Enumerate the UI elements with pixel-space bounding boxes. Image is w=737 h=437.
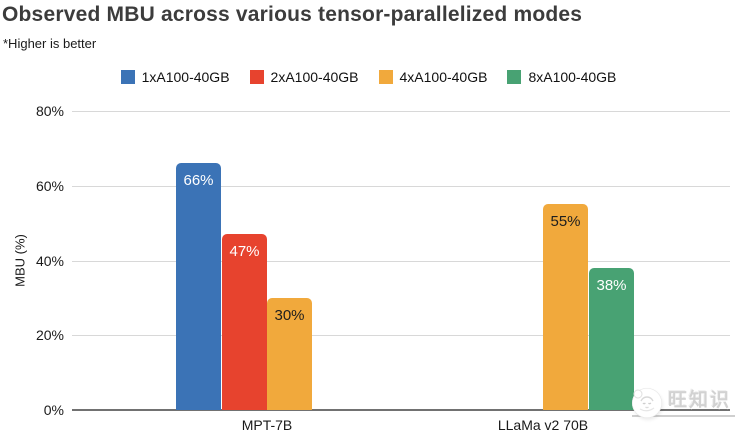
x-category-label: MPT-7B <box>241 417 293 433</box>
bar-1xA100-40GB-MPT-7B: 66% <box>176 163 221 410</box>
legend-item-2xA100-40GB: 2xA100-40GB <box>249 69 359 85</box>
legend-label: 8xA100-40GB <box>528 69 617 85</box>
legend-label: 4xA100-40GB <box>399 69 488 85</box>
bar-value-label: 47% <box>229 243 260 260</box>
gridline <box>72 261 730 262</box>
legend-swatch <box>507 70 522 84</box>
legend-swatch <box>249 70 264 84</box>
legend-item-1xA100-40GB: 1xA100-40GB <box>120 69 230 85</box>
legend-item-8xA100-40GB: 8xA100-40GB <box>507 69 616 85</box>
legend-label: 2xA100-40GB <box>270 69 359 85</box>
legend-swatch <box>378 70 393 84</box>
y-tick-label: 0% <box>43 402 64 418</box>
gridline <box>72 335 730 336</box>
bar-value-label: 38% <box>596 277 627 294</box>
bar-value-label: 66% <box>183 172 214 189</box>
y-tick-label: 20% <box>35 327 64 343</box>
bar-4xA100-40GB-MPT-7B: 30% <box>267 298 312 410</box>
bar-value-label: 30% <box>274 307 305 324</box>
wechat-chick-icon <box>631 387 662 418</box>
gridline <box>72 111 730 112</box>
chart-title: Observed MBU across various tensor-paral… <box>2 3 583 26</box>
bar-8xA100-40GB-LLaMa v2 70B: 38% <box>589 268 634 410</box>
chart-legend: 1xA100-40GB 2xA100-40GB 4xA100-40GB 8xA100-… <box>0 69 737 85</box>
chart-subtitle: *Higher is better <box>3 36 97 51</box>
bar-value-label: 55% <box>550 213 581 230</box>
legend-swatch <box>120 70 135 84</box>
x-category-label: LLaMa v2 70B <box>497 417 589 433</box>
legend-item-4xA100-40GB: 4xA100-40GB <box>378 69 488 85</box>
gridline <box>72 186 730 187</box>
y-tick-label: 60% <box>35 178 64 194</box>
y-tick-label: 80% <box>35 103 64 119</box>
legend-label: 1xA100-40GB <box>141 69 230 85</box>
watermark-text: 旺知识 <box>667 390 731 411</box>
watermark: 旺知识 <box>631 385 735 418</box>
bar-2xA100-40GB-MPT-7B: 47% <box>222 234 267 410</box>
y-tick-label: 40% <box>35 253 64 269</box>
x-axis-line <box>72 409 730 411</box>
bar-4xA100-40GB-LLaMa v2 70B: 55% <box>543 204 588 410</box>
